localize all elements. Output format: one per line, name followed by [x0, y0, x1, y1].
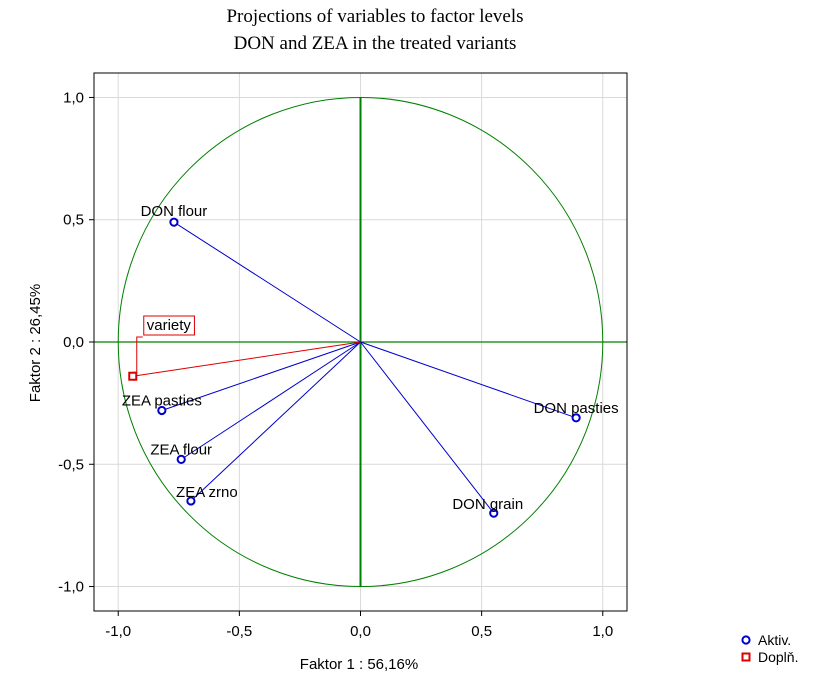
- point-label-don-flour: DON flour: [141, 203, 208, 220]
- vector-zea-zrno: [190, 341, 361, 502]
- y-tick-label-2: 0,0: [63, 334, 84, 351]
- x-tick-label-3: 0,5: [471, 623, 492, 640]
- point-label-zea-zrno: ZEA zrno: [176, 484, 238, 501]
- vector-zea-flour: [180, 341, 361, 460]
- vector-don-grain: [360, 341, 495, 514]
- x-tick-label-2: 0,0: [350, 623, 371, 640]
- x-axis-label: Faktor 1 : 56,16%: [300, 656, 418, 673]
- projection-vectors: [132, 221, 577, 514]
- vector-variety: [132, 341, 361, 377]
- point-don-grain: [489, 508, 499, 518]
- point-zea-zrno: [186, 496, 196, 506]
- y-axis-label: Faktor 2 : 26,45%: [27, 284, 44, 402]
- point-label-don-grain: DON grain: [452, 496, 523, 513]
- point-label-don-pasties: DON pasties: [534, 400, 619, 417]
- x-tick-label-4: 1,0: [592, 623, 613, 640]
- y-tick-label-1: 0,5: [63, 212, 84, 229]
- chart-title-line-1: Projections of variables to factor level…: [226, 6, 523, 27]
- data-points: [128, 217, 581, 518]
- point-zea-pasties: [157, 405, 167, 416]
- legend-label-dopl: Doplň.: [758, 649, 798, 665]
- point-don-flour: [169, 217, 179, 227]
- chart-title: Projections of variables to factor level…: [226, 6, 523, 54]
- y-tick-label-0: 1,0: [63, 89, 84, 106]
- point-don-pasties: [571, 413, 581, 423]
- legend-marker-aktiv: [741, 635, 751, 645]
- point-label-zea-pasties: ZEA pasties: [122, 392, 202, 409]
- point-labels: DON flour ZEA pasties ZEA flour ZEA zrno DON…: [122, 203, 619, 513]
- legend-marker-dopl: [741, 652, 751, 662]
- x-tick-label-0: -1,0: [105, 623, 131, 640]
- y-axis-ticks: 1,0 0,5 0,0 -0,5 -1,0: [58, 89, 94, 596]
- point-label-variety: variety: [147, 317, 192, 334]
- vector-zea-pasties: [161, 341, 361, 411]
- y-tick-label-3: -0,5: [58, 456, 84, 473]
- x-axis-ticks: -1,0 -0,5 0,0 0,5 1,0: [105, 611, 613, 640]
- vector-don-pasties: [360, 341, 577, 419]
- legend: Aktiv.Doplň.: [741, 632, 798, 665]
- point-variety: [128, 371, 138, 381]
- vector-don-flour: [173, 221, 361, 343]
- x-tick-label-1: -0,5: [226, 623, 252, 640]
- label-connector-variety: [132, 336, 143, 373]
- y-tick-label-4: -1,0: [58, 579, 84, 596]
- point-label-box-variety: [143, 315, 195, 336]
- point-label-zea-flour: ZEA flour: [150, 441, 212, 458]
- chart-title-line-2: DON and ZEA in the treated variants: [234, 33, 517, 54]
- point-zea-flour: [176, 454, 186, 464]
- legend-label-aktiv: Aktiv.: [758, 632, 791, 648]
